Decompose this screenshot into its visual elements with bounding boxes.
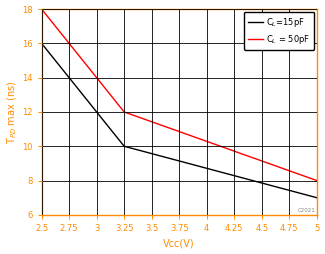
X-axis label: Vcc(V): Vcc(V) xyxy=(163,239,195,248)
C$_L$=15pF xyxy=(41,43,45,46)
Line: C$_L$ = 50pF: C$_L$ = 50pF xyxy=(42,9,317,181)
Y-axis label: T$_{PD}$ max (ns): T$_{PD}$ max (ns) xyxy=(6,80,19,144)
Line: C$_L$=15pF: C$_L$=15pF xyxy=(42,43,317,198)
C$_L$ = 50pF xyxy=(40,8,44,11)
C$_L$ = 50pF xyxy=(272,164,276,167)
C$_L$=15pF xyxy=(208,168,212,171)
C$_L$ = 50pF xyxy=(289,170,293,173)
Text: C2021: C2021 xyxy=(298,208,316,213)
C$_L$=15pF xyxy=(315,196,319,199)
Legend: C$_L$=15pF, C$_L$ = 50pF: C$_L$=15pF, C$_L$ = 50pF xyxy=(243,11,314,50)
C$_L$=15pF xyxy=(40,42,44,45)
C$_L$=15pF xyxy=(203,166,207,169)
C$_L$ = 50pF xyxy=(41,9,45,12)
C$_L$=15pF xyxy=(289,189,293,192)
C$_L$ = 50pF xyxy=(202,139,206,142)
C$_L$ = 50pF xyxy=(315,179,319,182)
C$_L$=15pF xyxy=(202,166,206,169)
C$_L$=15pF xyxy=(272,185,276,188)
C$_L$ = 50pF xyxy=(203,139,207,142)
C$_L$ = 50pF xyxy=(208,141,212,144)
